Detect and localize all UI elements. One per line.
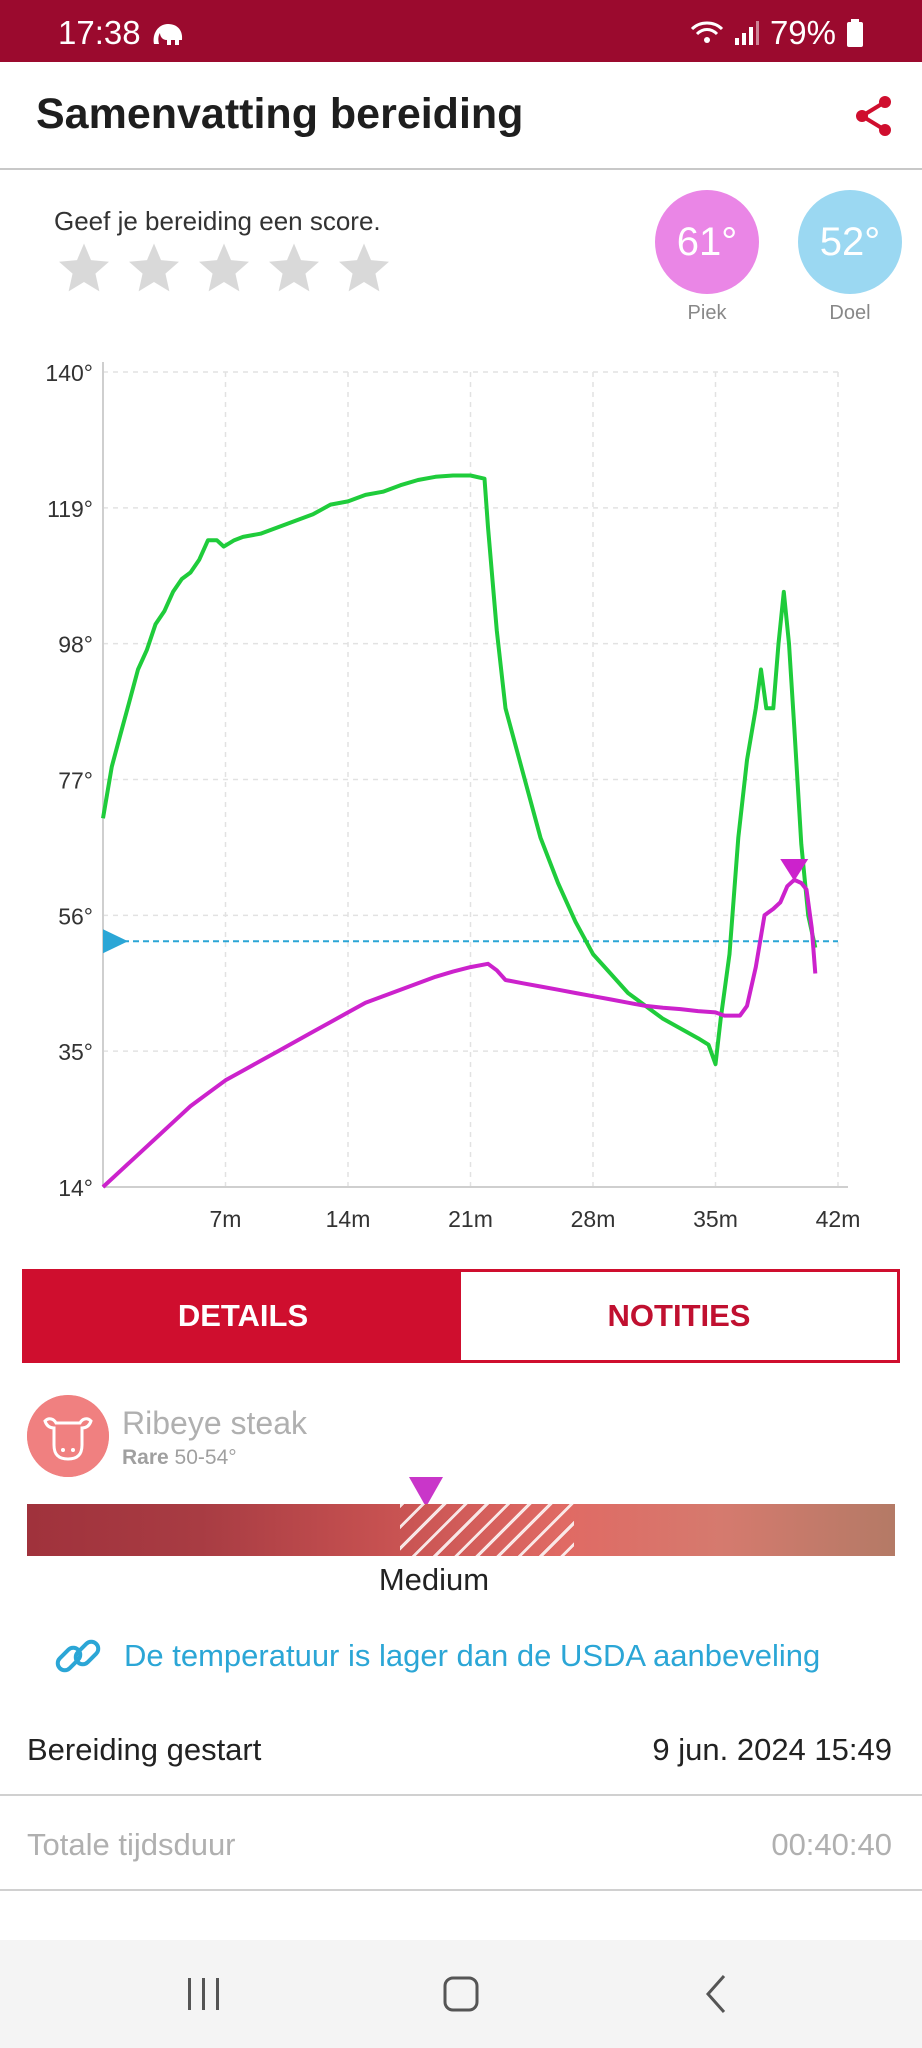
- doneness-pointer-icon: [409, 1477, 443, 1507]
- x-tick-label: 42m: [816, 1206, 861, 1232]
- battery-icon: [847, 19, 863, 47]
- doneness-scale: [27, 1504, 895, 1556]
- series-core-line: [101, 877, 818, 1189]
- wifi-icon: [690, 21, 723, 43]
- star-icon[interactable]: [196, 240, 252, 296]
- x-tick-label: 35m: [693, 1206, 738, 1232]
- info-label: Bereiding gestart: [27, 1732, 262, 1767]
- status-time: 17:38: [58, 14, 141, 51]
- x-tick-label: 21m: [448, 1206, 493, 1232]
- peak-temperature: 61°: [655, 190, 759, 294]
- y-tick-label: 140°: [45, 360, 93, 386]
- x-tick-label: 14m: [326, 1206, 371, 1232]
- signal-icon: [734, 21, 759, 45]
- info-value: 9 jun. 2024 15:49: [652, 1732, 892, 1767]
- info-label: Totale tijdsduur: [27, 1827, 236, 1862]
- y-tick-label: 14°: [58, 1175, 93, 1201]
- star-rating[interactable]: [56, 240, 392, 296]
- doneness-current-label: Medium: [378, 1562, 490, 1597]
- star-icon[interactable]: [56, 240, 112, 296]
- info-value: 00:40:40: [771, 1827, 892, 1862]
- recent-apps-icon[interactable]: [180, 1972, 228, 2016]
- doneness-current-zone: [400, 1504, 574, 1556]
- system-nav-bar: [0, 1940, 922, 2048]
- target-label: Doel: [829, 302, 871, 324]
- info-row-start: Bereiding gestart 9 jun. 2024 15:49: [0, 1702, 922, 1796]
- usda-text: De temperatuur is lager dan de USDA aanb…: [124, 1638, 821, 1673]
- tab-notities[interactable]: NOTITIES: [461, 1272, 897, 1360]
- y-tick-label: 98°: [58, 632, 93, 658]
- target-temperature: 52°: [798, 190, 902, 294]
- cow-icon: [27, 1395, 109, 1477]
- tab-bar: DETAILS NOTITIES: [22, 1269, 900, 1363]
- share-icon[interactable]: [850, 92, 898, 140]
- star-icon[interactable]: [336, 240, 392, 296]
- target-marker: [103, 929, 128, 954]
- link-icon: [55, 1639, 101, 1673]
- meat-doneness: Rare 50-54°: [122, 1446, 237, 1470]
- temperature-chart: 14° 35° 56° 77° 98° 119° 140° 7m 14m 21m 28m 35m 42m: [0, 350, 922, 1250]
- star-icon[interactable]: [126, 240, 182, 296]
- peak-marker: [780, 858, 809, 881]
- y-tick-label: 77°: [58, 768, 93, 794]
- status-bar: 17:38 79%: [0, 0, 922, 62]
- y-tick-label: 35°: [58, 1039, 93, 1065]
- battery-percentage: 79%: [769, 14, 836, 51]
- home-icon[interactable]: [437, 1972, 485, 2016]
- x-tick-label: 7m: [210, 1206, 242, 1232]
- peak-label: Piek: [687, 302, 727, 324]
- star-icon[interactable]: [266, 240, 322, 296]
- series-ambient-line: [101, 473, 818, 1067]
- y-tick-label: 56°: [58, 903, 93, 929]
- status-indicators: 79%: [690, 14, 864, 52]
- doneness-range: 50-54°: [174, 1446, 237, 1469]
- app-header: Samenvatting bereiding: [0, 62, 922, 170]
- meat-name: Ribeye steak: [122, 1405, 307, 1441]
- tab-details[interactable]: DETAILS: [25, 1272, 461, 1360]
- rating-prompt: Geef je bereiding een score.: [54, 206, 381, 236]
- elephant-icon: [153, 24, 183, 45]
- x-tick-label: 28m: [571, 1206, 616, 1232]
- doneness-prefix: Rare: [122, 1446, 169, 1469]
- page-title: Samenvatting bereiding: [36, 90, 524, 138]
- info-row-duration: Totale tijdsduur 00:40:40: [0, 1797, 922, 1891]
- chart-svg: 14° 35° 56° 77° 98° 119° 140° 7m 14m 21m 28m 35m 42m: [45, 360, 861, 1232]
- y-tick-label: 119°: [47, 496, 93, 522]
- back-icon[interactable]: [694, 1972, 742, 2016]
- usda-link[interactable]: De temperatuur is lager dan de USDA aanb…: [52, 1630, 820, 1682]
